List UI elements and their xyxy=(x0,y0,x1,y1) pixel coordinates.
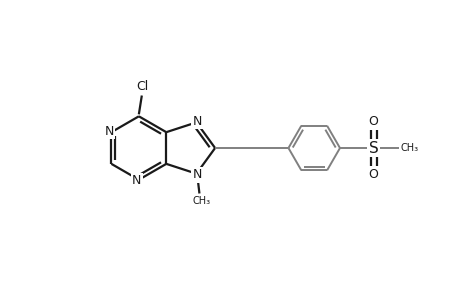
Text: N: N xyxy=(105,125,114,138)
Text: Cl: Cl xyxy=(136,80,149,93)
Text: CH₃: CH₃ xyxy=(192,196,210,206)
Text: S: S xyxy=(368,140,378,155)
Text: O: O xyxy=(368,168,378,181)
Text: CH₃: CH₃ xyxy=(399,143,418,153)
Text: O: O xyxy=(368,115,378,128)
Text: N: N xyxy=(132,174,141,187)
Text: N: N xyxy=(192,115,202,128)
Text: N: N xyxy=(192,168,202,181)
